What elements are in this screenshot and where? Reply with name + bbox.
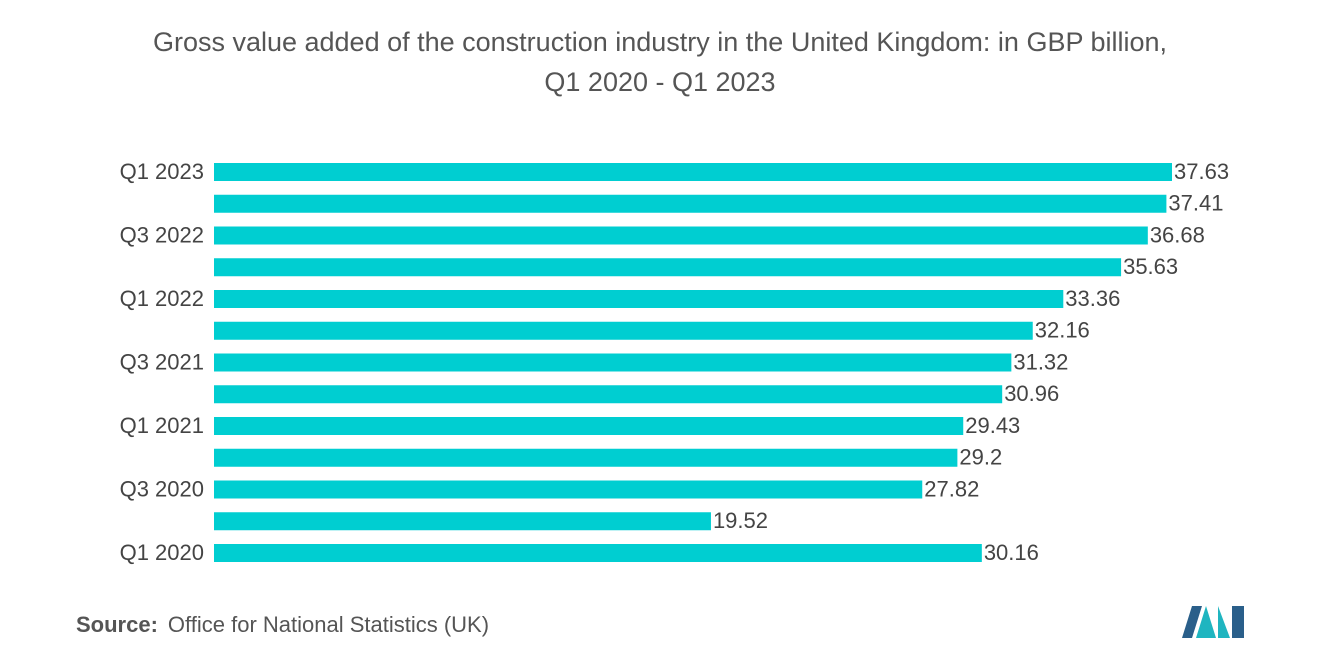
y-tick-label: Q1 2021 bbox=[120, 413, 204, 438]
value-label: 32.16 bbox=[1035, 318, 1090, 343]
logo bbox=[1182, 606, 1244, 638]
bar bbox=[214, 480, 923, 499]
value-label: 29.2 bbox=[959, 445, 1002, 470]
y-tick-label: Q1 2023 bbox=[120, 159, 204, 184]
chart-title: Gross value added of the construction in… bbox=[152, 27, 1168, 97]
value-label: 31.32 bbox=[1013, 349, 1068, 374]
bar bbox=[214, 512, 711, 531]
value-label: 35.63 bbox=[1123, 254, 1178, 279]
value-label: 30.96 bbox=[1004, 381, 1059, 406]
source-label: Source: bbox=[76, 612, 158, 637]
bar bbox=[214, 321, 1033, 340]
bar bbox=[214, 353, 1012, 372]
y-tick-label: Q3 2021 bbox=[120, 349, 204, 374]
bar bbox=[214, 226, 1148, 245]
bar bbox=[214, 417, 964, 435]
value-label: 29.43 bbox=[965, 413, 1020, 438]
bar bbox=[214, 385, 1003, 404]
bar bbox=[214, 544, 982, 562]
value-label: 30.16 bbox=[984, 540, 1039, 565]
value-label: 27.82 bbox=[924, 476, 979, 501]
y-tick-label: Q3 2022 bbox=[120, 222, 204, 247]
source-text: Office for National Statistics (UK) bbox=[167, 612, 490, 637]
source: Source: Office for National Statistics (U… bbox=[76, 612, 489, 638]
y-tick-label: Q1 2020 bbox=[120, 540, 204, 565]
bar bbox=[214, 290, 1064, 308]
bar bbox=[214, 258, 1122, 277]
value-label: 36.68 bbox=[1150, 222, 1205, 247]
y-tick-label: Q1 2022 bbox=[120, 286, 204, 311]
value-label: 37.63 bbox=[1174, 159, 1229, 184]
value-label: 33.36 bbox=[1065, 286, 1120, 311]
value-label: 37.41 bbox=[1168, 191, 1223, 216]
bar bbox=[214, 163, 1172, 181]
y-tick-label: Q3 2020 bbox=[120, 476, 204, 501]
bar bbox=[214, 448, 958, 467]
bar bbox=[214, 194, 1167, 213]
value-label: 19.52 bbox=[713, 508, 768, 533]
